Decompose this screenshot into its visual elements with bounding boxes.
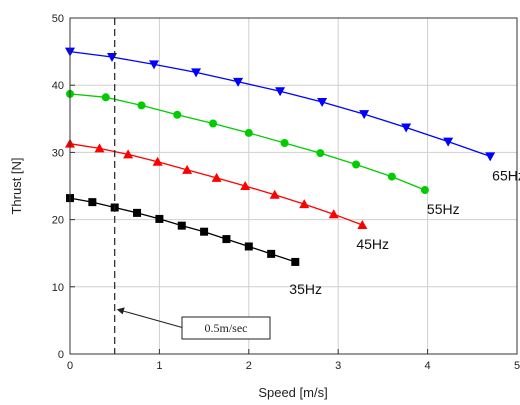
series-layer [65, 47, 496, 266]
annotation-arrowhead [116, 307, 125, 315]
series-marker [316, 149, 325, 158]
series-marker [244, 128, 253, 137]
y-tick-label: 30 [52, 147, 64, 159]
x-tick-label: 4 [425, 360, 431, 372]
series-marker [485, 152, 496, 162]
series-marker [317, 98, 328, 107]
series-marker [173, 110, 182, 119]
annotation-arrow-line [120, 309, 185, 329]
grid [70, 18, 517, 354]
series-marker [267, 249, 276, 258]
series-marker [328, 209, 339, 219]
series-marker [177, 221, 186, 230]
series-label: 55Hz [427, 201, 460, 217]
annotation-box [181, 316, 271, 340]
annotation: 0.5m/sec [114, 18, 271, 354]
x-tick-label: 2 [246, 360, 252, 372]
annotation-text: 0.5m/sec [205, 321, 248, 335]
series-marker [149, 60, 160, 70]
series-marker [357, 219, 368, 229]
plot-area [70, 18, 517, 354]
series-label: 65Hz [492, 167, 520, 183]
y-tick-label: 10 [52, 282, 64, 294]
series-marker [88, 198, 97, 207]
series-marker [244, 242, 253, 251]
x-tick-label: 3 [335, 360, 341, 372]
plot-frame [69, 17, 518, 355]
series-marker [352, 160, 361, 169]
series-marker [133, 208, 142, 217]
y-tick-label: 0 [58, 349, 64, 361]
series-label: 35Hz [289, 281, 322, 297]
series-marker [280, 138, 289, 147]
y-tick-label: 40 [52, 80, 64, 92]
series-marker [233, 77, 244, 87]
series-marker [137, 101, 146, 110]
series-label: 45Hz [356, 236, 389, 252]
series-marker [291, 257, 300, 266]
series-marker [123, 149, 134, 159]
series-marker [240, 181, 251, 190]
series-marker [299, 199, 310, 209]
series-marker [155, 214, 164, 223]
series-marker [443, 137, 454, 147]
series-marker [152, 156, 163, 166]
x-axis-title: Speed [m/s] [258, 385, 327, 400]
series-marker [222, 235, 231, 244]
x-tick-label: 1 [156, 360, 162, 372]
series-marker [359, 110, 370, 120]
series-marker [191, 68, 202, 78]
series-marker [94, 143, 105, 153]
x-tick-label: 5 [514, 360, 520, 372]
series-labels: 35Hz 45Hz 55Hz 65Hz [289, 167, 520, 297]
series-marker [269, 189, 280, 199]
y-axis-title: Thrust [N] [9, 157, 24, 214]
x-tick-label: 0 [67, 360, 73, 372]
series-marker [182, 164, 193, 174]
series-marker [420, 186, 429, 195]
series-marker [275, 87, 286, 97]
series-marker [401, 123, 412, 133]
y-tick-label: 20 [52, 215, 64, 227]
y-tick-label: 50 [52, 13, 64, 25]
series-marker [387, 172, 396, 181]
series-marker [200, 227, 209, 236]
series-marker [101, 93, 110, 102]
series-marker [209, 119, 218, 128]
series-marker [211, 172, 222, 182]
